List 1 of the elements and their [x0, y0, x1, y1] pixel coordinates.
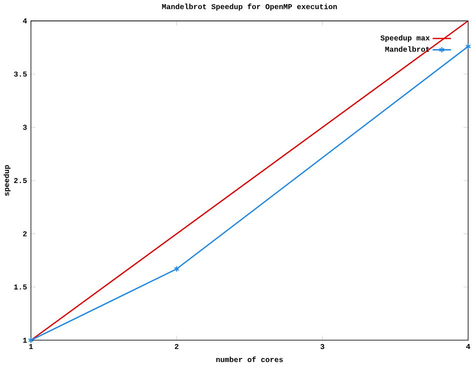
point: [174, 266, 180, 272]
